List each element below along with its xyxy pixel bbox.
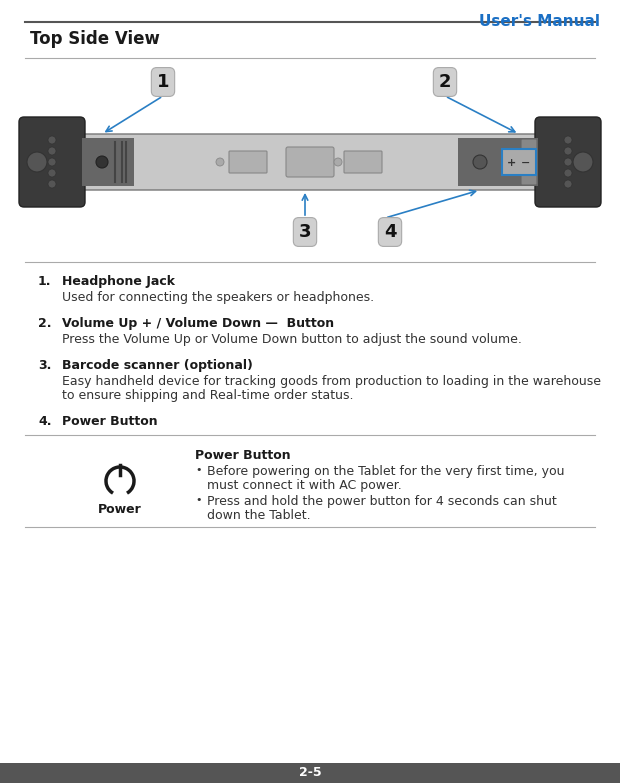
Circle shape [216,158,224,166]
Text: 1.: 1. [38,275,51,288]
Text: 3.: 3. [38,359,51,372]
Text: −: − [521,158,531,168]
Circle shape [48,136,56,144]
Text: Easy handheld device for tracking goods from production to loading in the wareho: Easy handheld device for tracking goods … [62,375,601,388]
Text: Power Button: Power Button [195,449,291,462]
Text: 3: 3 [299,223,311,241]
FancyBboxPatch shape [535,117,601,207]
Text: Used for connecting the speakers or headphones.: Used for connecting the speakers or head… [62,291,374,304]
Circle shape [27,152,47,172]
FancyBboxPatch shape [344,151,382,173]
Circle shape [564,180,572,188]
Text: 1: 1 [157,73,169,91]
FancyBboxPatch shape [521,139,537,185]
Circle shape [48,147,56,155]
FancyBboxPatch shape [19,117,85,207]
Circle shape [334,158,342,166]
Text: •: • [195,465,202,475]
Text: Power Button: Power Button [62,415,157,428]
Circle shape [48,158,56,166]
Bar [458,138,538,186]
Text: Barcode scanner (optional): Barcode scanner (optional) [62,359,253,372]
Circle shape [564,147,572,155]
Text: Volume Up + / Volume Down —  Button: Volume Up + / Volume Down — Button [62,317,334,330]
Circle shape [48,169,56,177]
Circle shape [96,156,108,168]
FancyBboxPatch shape [78,134,542,190]
Text: Press and hold the power button for 4 seconds can shut: Press and hold the power button for 4 se… [207,495,557,508]
Circle shape [473,155,487,169]
Text: +: + [507,158,516,168]
Text: Press the Volume Up or Volume Down button to adjust the sound volume.: Press the Volume Up or Volume Down butto… [62,333,522,346]
Circle shape [564,158,572,166]
FancyBboxPatch shape [229,151,267,173]
Bar [0,763,620,783]
FancyBboxPatch shape [286,147,334,177]
Text: 2.: 2. [38,317,51,330]
Text: 4.: 4. [38,415,51,428]
Text: to ensure shipping and Real-time order status.: to ensure shipping and Real-time order s… [62,389,353,402]
Text: Top Side View: Top Side View [30,30,160,48]
Bar [502,149,536,175]
Text: down the Tablet.: down the Tablet. [207,509,311,522]
Bar [82,138,134,186]
Text: •: • [195,495,202,505]
Text: Before powering on the Tablet for the very first time, you: Before powering on the Tablet for the ve… [207,465,564,478]
Text: Headphone Jack: Headphone Jack [62,275,175,288]
Text: Power: Power [98,503,142,516]
Text: 4: 4 [384,223,396,241]
Circle shape [564,169,572,177]
Circle shape [564,136,572,144]
Circle shape [573,152,593,172]
Circle shape [48,180,56,188]
Text: 2-5: 2-5 [299,767,321,780]
Text: must connect it with AC power.: must connect it with AC power. [207,479,402,492]
Text: 2: 2 [439,73,451,91]
Text: User's Manual: User's Manual [479,14,600,29]
